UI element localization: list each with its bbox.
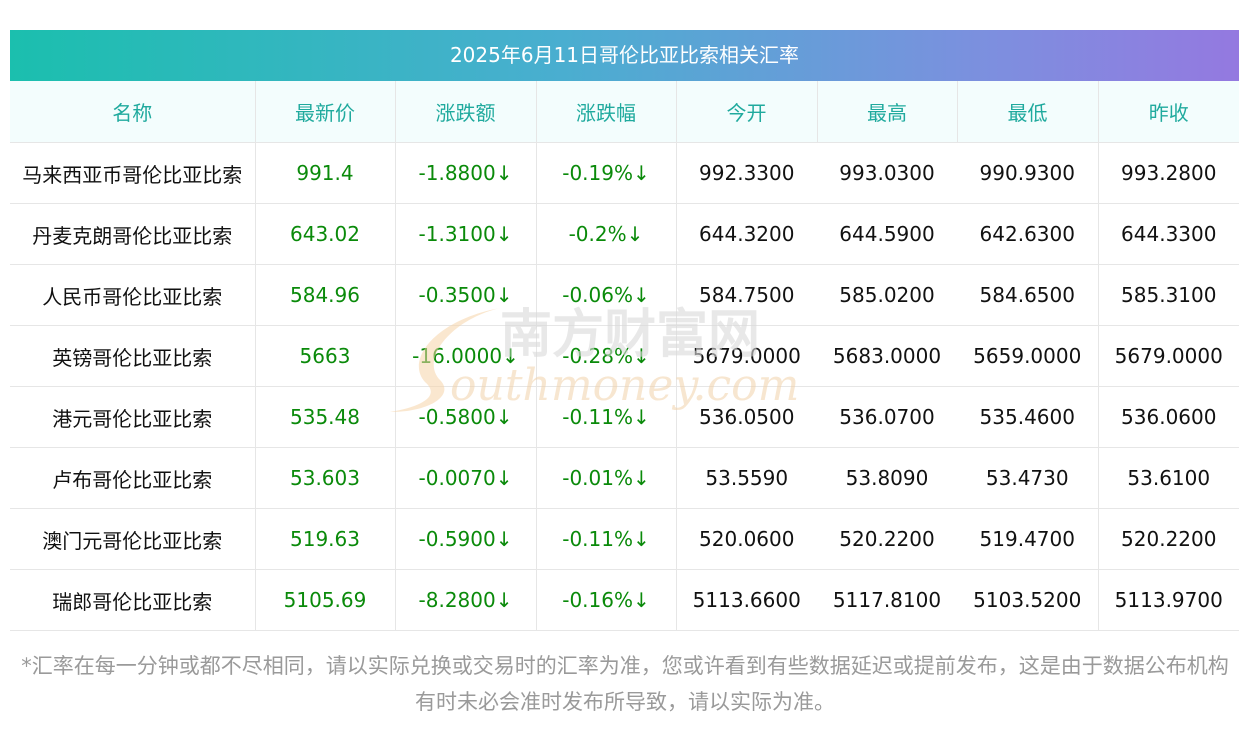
cell-change-pct: -0.2%↓ <box>536 203 677 265</box>
cell-last: 535.48 <box>255 386 396 448</box>
cell-prev-close: 993.2800 <box>1098 142 1239 204</box>
table-title: 2025年6月11日哥伦比亚比索相关汇率 <box>10 30 1239 81</box>
cell-open: 992.3300 <box>676 142 817 204</box>
header-prev-close: 昨收 <box>1098 81 1239 143</box>
cell-change-pct: -0.06%↓ <box>536 264 677 326</box>
table-row: 港元哥伦比亚比索 535.48 -0.5800↓ -0.11%↓ 536.0500 536… <box>10 386 1239 448</box>
header-low: 最低 <box>957 81 1099 143</box>
cell-high: 536.0700 <box>817 386 957 448</box>
cell-open: 5113.6600 <box>676 569 817 631</box>
rate-table-card: 2025年6月11日哥伦比亚比索相关汇率 名称 最新价 涨跌额 涨跌幅 今开 最… <box>10 30 1239 631</box>
cell-change: -0.3500↓ <box>395 264 537 326</box>
header-last: 最新价 <box>255 81 396 143</box>
table-row: 丹麦克朗哥伦比亚比索 643.02 -1.3100↓ -0.2%↓ 644.3200 64… <box>10 203 1239 265</box>
header-open: 今开 <box>676 81 818 143</box>
cell-low: 5659.0000 <box>957 325 1099 387</box>
cell-name: 英镑哥伦比亚比索 <box>10 325 256 387</box>
cell-name: 瑞郎哥伦比亚比索 <box>10 569 256 631</box>
cell-low: 990.9300 <box>957 142 1099 204</box>
cell-change: -8.2800↓ <box>395 569 537 631</box>
table-row: 瑞郎哥伦比亚比索 5105.69 -8.2800↓ -0.16%↓ 5113.6600 5… <box>10 569 1239 631</box>
rate-table: 名称 最新价 涨跌额 涨跌幅 今开 最高 最低 昨收 马来西亚币哥伦比亚比索 99… <box>10 81 1239 631</box>
cell-open: 520.0600 <box>676 508 817 570</box>
cell-name: 丹麦克朗哥伦比亚比索 <box>10 203 256 265</box>
cell-name: 卢布哥伦比亚比索 <box>10 447 256 509</box>
cell-open: 53.5590 <box>676 447 817 509</box>
cell-change: -0.0070↓ <box>395 447 537 509</box>
cell-high: 5683.0000 <box>817 325 957 387</box>
cell-name: 马来西亚币哥伦比亚比索 <box>10 142 256 204</box>
cell-prev-close: 585.3100 <box>1098 264 1239 326</box>
table-body: 马来西亚币哥伦比亚比索 991.4 -1.8800↓ -0.19%↓ 992.3300 9… <box>10 142 1239 631</box>
cell-last: 5105.69 <box>255 569 396 631</box>
header-change: 涨跌额 <box>395 81 537 143</box>
cell-last: 991.4 <box>255 142 396 204</box>
cell-last: 584.96 <box>255 264 396 326</box>
cell-last: 53.603 <box>255 447 396 509</box>
cell-name: 澳门元哥伦比亚比索 <box>10 508 256 570</box>
table-row: 卢布哥伦比亚比索 53.603 -0.0070↓ -0.01%↓ 53.5590 53.8… <box>10 447 1239 509</box>
cell-change: -1.8800↓ <box>395 142 537 204</box>
cell-high: 585.0200 <box>817 264 957 326</box>
cell-change-pct: -0.16%↓ <box>536 569 677 631</box>
cell-change-pct: -0.01%↓ <box>536 447 677 509</box>
cell-prev-close: 5679.0000 <box>1098 325 1239 387</box>
cell-open: 584.7500 <box>676 264 817 326</box>
table-row: 人民币哥伦比亚比索 584.96 -0.3500↓ -0.06%↓ 584.7500 58… <box>10 264 1239 326</box>
cell-low: 5103.5200 <box>957 569 1099 631</box>
cell-low: 584.6500 <box>957 264 1099 326</box>
table-row: 澳门元哥伦比亚比索 519.63 -0.5900↓ -0.11%↓ 520.0600 52… <box>10 508 1239 570</box>
cell-change-pct: -0.11%↓ <box>536 508 677 570</box>
cell-high: 993.0300 <box>817 142 957 204</box>
header-row: 名称 最新价 涨跌额 涨跌幅 今开 最高 最低 昨收 <box>10 81 1239 143</box>
cell-change: -0.5900↓ <box>395 508 537 570</box>
header-name: 名称 <box>10 81 256 143</box>
cell-high: 520.2200 <box>817 508 957 570</box>
cell-prev-close: 536.0600 <box>1098 386 1239 448</box>
cell-low: 519.4700 <box>957 508 1099 570</box>
header-change-pct: 涨跌幅 <box>536 81 677 143</box>
table-row: 马来西亚币哥伦比亚比索 991.4 -1.8800↓ -0.19%↓ 992.3300 9… <box>10 142 1239 204</box>
cell-open: 536.0500 <box>676 386 817 448</box>
cell-open: 5679.0000 <box>676 325 817 387</box>
cell-change: -1.3100↓ <box>395 203 537 265</box>
cell-change-pct: -0.19%↓ <box>536 142 677 204</box>
cell-name: 港元哥伦比亚比索 <box>10 386 256 448</box>
cell-name: 人民币哥伦比亚比索 <box>10 264 256 326</box>
cell-last: 519.63 <box>255 508 396 570</box>
header-high: 最高 <box>817 81 958 143</box>
cell-high: 5117.8100 <box>817 569 957 631</box>
cell-prev-close: 520.2200 <box>1098 508 1239 570</box>
cell-prev-close: 644.3300 <box>1098 203 1239 265</box>
cell-change: -16.0000↓ <box>395 325 537 387</box>
table-row: 英镑哥伦比亚比索 5663 -16.0000↓ -0.28%↓ 5679.0000 568… <box>10 325 1239 387</box>
cell-low: 535.4600 <box>957 386 1099 448</box>
cell-last: 643.02 <box>255 203 396 265</box>
cell-high: 53.8090 <box>817 447 957 509</box>
cell-change-pct: -0.11%↓ <box>536 386 677 448</box>
cell-change-pct: -0.28%↓ <box>536 325 677 387</box>
cell-prev-close: 53.6100 <box>1098 447 1239 509</box>
cell-open: 644.3200 <box>676 203 817 265</box>
cell-change: -0.5800↓ <box>395 386 537 448</box>
cell-high: 644.5900 <box>817 203 957 265</box>
cell-low: 53.4730 <box>957 447 1099 509</box>
cell-prev-close: 5113.9700 <box>1098 569 1239 631</box>
disclaimer-note: *汇率在每一分钟或都不尽相同，请以实际兑换或交易时的汇率为准，您或许看到有些数据… <box>21 654 1229 714</box>
cell-last: 5663 <box>255 325 396 387</box>
cell-low: 642.6300 <box>957 203 1099 265</box>
